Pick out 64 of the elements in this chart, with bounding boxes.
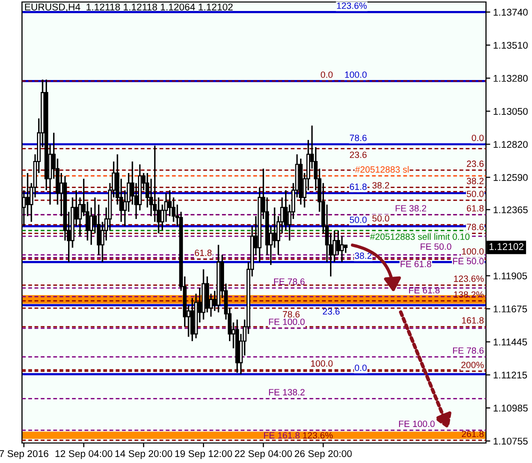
annotation: FE 78.6 [274,278,305,285]
annotation: 61.8 [350,184,367,190]
x-tick-label: 12 Sep 04:00 [56,450,112,460]
y-tick-label: 1.13280 [494,74,528,82]
x-tick-label: 14 Sep 20:00 [115,450,172,460]
annotation: FE 138.2 [269,389,305,396]
annotation: 123.6% [337,2,367,9]
y-tick-label: 1.11675 [494,306,527,312]
annotation: FE 50.0 [453,258,484,264]
annotation: 38.2 [354,252,372,259]
annotation: 100.0 [345,71,367,78]
y-tick-label: 1.11445 [494,338,527,346]
annotation: FE 50.0 [420,243,452,250]
y-tick-label: 1.10755 [494,438,528,445]
annotation: FE 61.8 [400,260,432,268]
x-tick-label: 19 Sep 12:00 [175,450,232,460]
annotation: 1.12102 [490,243,524,250]
annotation: FE 100.0 [399,420,435,428]
y-tick-label: 1.12365 [494,206,528,214]
annotation: 38.2 [466,178,484,184]
annotation: FE 38.2 [396,205,426,212]
y-tick-label: 1.13050 [494,108,528,115]
candlestick [26,172,30,217]
annotation: 0.0 [472,134,484,142]
y-tick-label: 1.13510 [494,42,528,49]
annotation: 123.6% [454,276,484,282]
annotation: FE 100.0 [269,318,305,326]
annotation: 23.6 [350,152,367,158]
x-tick-label: 22 Sep 04:00 [234,450,292,460]
annotation: 78.6 [350,134,367,142]
annotation: FE 78.6 [453,347,484,354]
annotation: #20512883 sell limit 0.10 [370,233,470,240]
y-tick-label: 1.13740 [494,8,528,16]
y-tick-label: 1.11215 [494,372,527,379]
x-tick-label: 26 Sep 20:00 [294,450,352,460]
y-tick-label: 1.12590 [494,174,528,181]
candlestick [272,206,276,248]
x-tick-label: 7 Sep 2016 [0,450,48,460]
annotation: 50.0 [350,216,367,223]
annotation: 0.0 [354,364,367,371]
y-tick-label: 1.11905 [494,272,527,280]
y-tick-label: 1.10985 [494,404,528,412]
y-tick-label: 1.12820 [494,140,528,148]
annotation: FE 161.8 [264,432,300,439]
annotation: 50.0 [372,215,390,222]
candlestick [190,297,194,342]
annotation: 200% [461,362,484,368]
annotation: 261.8 [462,430,484,438]
annotation: 123.6% [303,432,333,439]
annotation: #20512883 sl [355,166,409,173]
annotation: 100.0 [311,360,333,367]
annotation: 78.6 [466,224,484,230]
annotation: 23.6 [466,160,484,167]
annotation: 0.0 [320,71,333,78]
annotation: 61.8 [466,205,484,212]
annotation: 78.6 [282,311,300,318]
annotation: 50.0 [466,190,484,198]
annotation: 23.6 [322,308,340,315]
annotation: 38.2 [372,182,390,189]
candlestick [340,236,344,263]
annotation: 100.0 [462,248,484,255]
chart-title: EURUSD,H4 1.12118 1.12118 1.12064 1.12102 [25,4,233,12]
annotation: 61.8 [194,250,212,256]
annotation: 161.8 [462,317,484,324]
